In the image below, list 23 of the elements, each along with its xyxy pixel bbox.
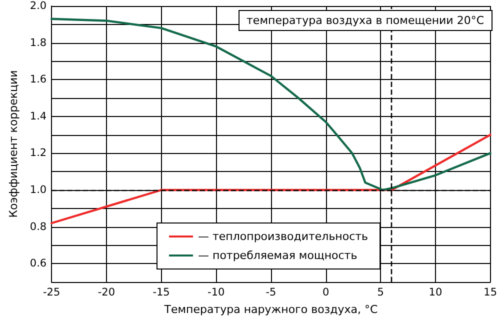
y-tick-label: 0.8 bbox=[30, 220, 47, 233]
x-axis-title: Температура наружного воздуха, °C bbox=[163, 303, 378, 316]
line-series bbox=[50, 18, 492, 192]
y-tick-label: 1.4 bbox=[30, 110, 47, 122]
y-tick-label: 0.6 bbox=[30, 258, 47, 270]
x-tick-label: -10 bbox=[208, 286, 225, 298]
x-tick-label: -25 bbox=[43, 286, 60, 298]
x-tick-label: 5 bbox=[377, 286, 384, 298]
x-tick-label: 0 bbox=[322, 286, 330, 298]
y-tick-label: 1.8 bbox=[30, 36, 47, 49]
x-tick-label: -5 bbox=[266, 286, 276, 298]
legend-label: — теплопроизводительность bbox=[198, 230, 368, 243]
x-tick-label: -20 bbox=[98, 286, 116, 298]
legend-label: — потребляемая мощность bbox=[198, 249, 358, 262]
y-tick-label: 1.2 bbox=[30, 147, 47, 160]
y-axis-title: Коэффициент коррекции bbox=[7, 70, 20, 218]
annotation: температура воздуха в помещении 20°C bbox=[246, 14, 484, 27]
y-tick-label: 2.0 bbox=[30, 0, 47, 12]
x-tick-label: 10 bbox=[428, 286, 442, 298]
x-tick-label: -15 bbox=[152, 286, 170, 298]
y-tick-label: 1.0 bbox=[30, 184, 47, 196]
x-tick-label: 15 bbox=[484, 286, 498, 298]
y-tick-label: 1.6 bbox=[30, 74, 47, 86]
